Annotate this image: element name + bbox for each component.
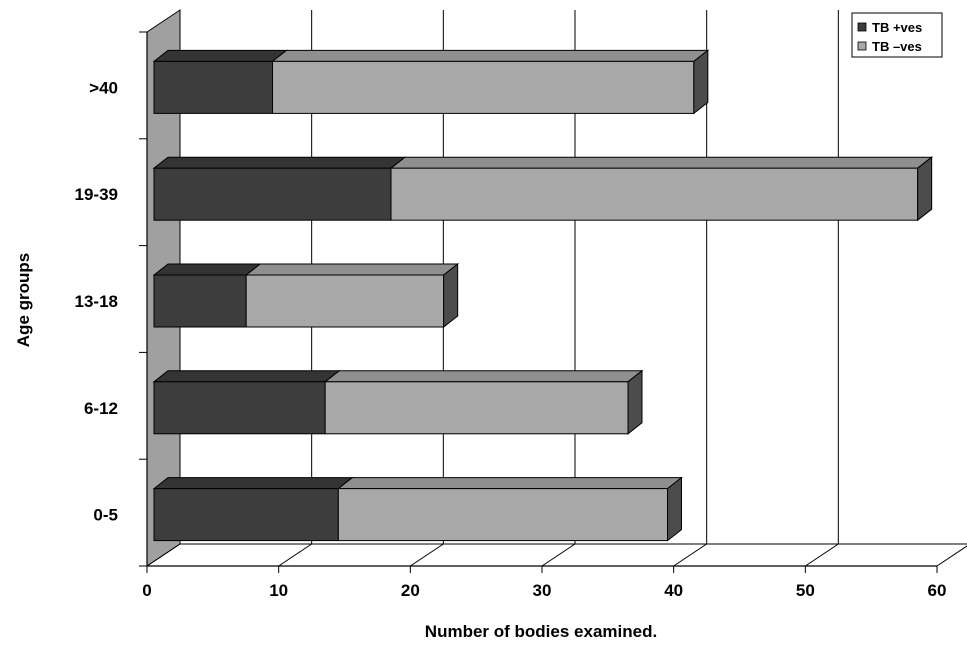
bar-side: [667, 476, 682, 542]
bar-side: [443, 262, 459, 329]
bar-front: [272, 60, 695, 114]
floor-gridline: [805, 543, 839, 567]
bar-top: [152, 370, 341, 383]
floor-gridline: [410, 543, 444, 567]
floor-gridline: [936, 545, 967, 567]
y-axis-title: Age groups: [14, 253, 33, 347]
bar-top: [152, 263, 262, 276]
floor-gridline: [278, 543, 312, 567]
bar-segment: [152, 49, 288, 114]
legend-box: [851, 12, 943, 58]
bar-top: [323, 370, 644, 383]
axes: [139, 31, 938, 573]
x-tick-label: 30: [533, 581, 552, 600]
bar-top: [152, 49, 288, 62]
x-tick-label: 10: [269, 581, 288, 600]
y-category-label: 0-5: [93, 506, 118, 525]
chart-floor: [146, 543, 967, 567]
x-tick-label: 50: [796, 581, 815, 600]
y-category-label: 13-18: [75, 292, 118, 311]
bars-layer: [152, 49, 934, 542]
bar-side: [693, 49, 709, 115]
floor-gridline: [673, 543, 707, 567]
bar-segment: [152, 370, 341, 435]
x-axis-title: Number of bodies examined.: [425, 622, 657, 641]
bar-segment: [389, 156, 934, 222]
bar-segment: [336, 476, 683, 542]
x-tick-label: 60: [928, 581, 947, 600]
floor-gridline: [541, 543, 576, 567]
bar-top: [152, 477, 354, 490]
bar-segment: [152, 156, 407, 221]
y-category-labels: 0-5 6-12 13-18 19-39 >40: [75, 78, 118, 524]
bar-front: [245, 274, 445, 328]
x-tick-label: 40: [664, 581, 683, 600]
bar-top: [271, 49, 710, 62]
legend-label-tb-positive: TB +ves: [872, 20, 922, 35]
bar-segment: [244, 262, 460, 329]
legend-swatch-tb-negative: [857, 41, 867, 51]
bar-segment: [271, 49, 710, 115]
floor-gridline: [146, 543, 181, 567]
y-category-label: 6-12: [84, 399, 118, 418]
legend-swatch-tb-positive: [857, 22, 867, 32]
bar-front: [390, 167, 919, 221]
bar-front: [153, 167, 392, 221]
legend-label-tb-negative: TB –ves: [872, 39, 922, 54]
y-category-label: >40: [89, 78, 118, 97]
legend: TB +ves TB –ves: [851, 12, 943, 58]
bar-top: [152, 156, 407, 169]
x-tick-label: 0: [142, 581, 151, 600]
bar-front: [153, 488, 339, 542]
bar-top: [244, 263, 460, 276]
y-category-label: 19-39: [75, 185, 118, 204]
bar-front: [153, 274, 247, 328]
x-tick-labels: 0 10 20 30 40 50 60: [142, 581, 946, 600]
bar-side: [917, 156, 933, 222]
bar-front: [324, 381, 629, 435]
x-tick-label: 20: [401, 581, 420, 600]
bar-side: [627, 369, 643, 435]
bar-front: [153, 381, 326, 435]
bar-top: [389, 156, 934, 169]
bar-front: [153, 60, 273, 114]
bar-segment: [152, 263, 262, 328]
bar-top: [336, 477, 683, 490]
bar-segment: [323, 369, 644, 435]
bar-segment: [152, 477, 354, 542]
bar-front: [337, 488, 668, 542]
